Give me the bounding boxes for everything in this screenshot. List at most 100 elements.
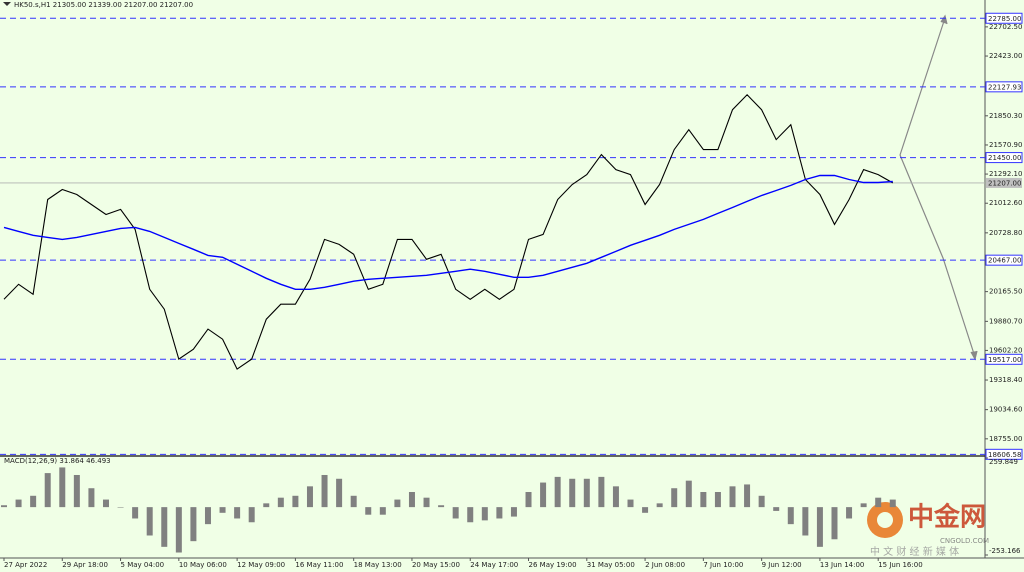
level-label-box (985, 254, 1023, 266)
x-tick-label: 12 May 09:00 (237, 561, 285, 569)
macd-bar (816, 507, 823, 547)
y-tick-label: 21292.10 (989, 170, 1022, 178)
macd-bar (394, 499, 401, 508)
y-tick-label: 22423.00 (989, 52, 1022, 60)
macd-bar (554, 476, 561, 508)
macd-bar (263, 503, 270, 508)
watermark-site: CNGOLD.COM (940, 537, 989, 545)
level-label: 21450.00 (988, 154, 1021, 162)
macd-bar (321, 474, 328, 508)
macd-bar (408, 492, 415, 508)
x-tick-label: 5 May 04:00 (121, 561, 165, 569)
macd-bar (350, 495, 357, 508)
macd-bar (423, 497, 430, 508)
macd-bar (132, 507, 139, 519)
x-tick-label: 13 Jun 14:00 (820, 561, 864, 569)
macd-bar (44, 473, 51, 508)
x-tick-label: 16 May 11:00 (295, 561, 343, 569)
macd-bar (248, 507, 255, 523)
macd-bar (802, 507, 809, 536)
macd-bar (700, 492, 707, 508)
macd-bar (496, 507, 503, 519)
x-tick-label: 10 May 06:00 (179, 561, 227, 569)
macd-bar (15, 499, 22, 508)
x-tick-label: 27 Apr 2022 (4, 561, 47, 569)
watermark: 中金网 CNGOLD.COM 中 文 财 经 新 媒 体 (867, 502, 989, 558)
macd-bar (831, 507, 838, 540)
y-tick-label: 21570.90 (989, 141, 1022, 149)
x-tick-label: 2 Jun 08:00 (645, 561, 685, 569)
current-price-label: 21207.00 (988, 179, 1021, 187)
macd-bar (714, 492, 721, 508)
macd-bar (204, 507, 211, 525)
macd-bar (875, 497, 882, 508)
y-tick-label: 259.849 (989, 458, 1018, 466)
menu-arrow[interactable] (3, 2, 11, 6)
macd-bar (277, 497, 284, 508)
macd-bar (583, 478, 590, 508)
macd-bar (306, 486, 313, 508)
x-tick-label: 18 May 13:00 (354, 561, 402, 569)
x-tick-label: 29 Apr 18:00 (62, 561, 108, 569)
current-price-box (986, 177, 1022, 188)
macd-title: MACD(12,26,9) 31.864 46.493 (4, 457, 111, 465)
macd-bar (685, 480, 692, 508)
macd-bar (1, 505, 7, 508)
x-tick-label: 26 May 19:00 (529, 561, 577, 569)
macd-bar (161, 507, 168, 547)
macd-bar (102, 499, 109, 508)
macd-bar (627, 499, 634, 508)
macd-bar (30, 495, 37, 508)
macd-bar (234, 507, 241, 519)
macd-bar (525, 492, 532, 508)
macd-bar (540, 482, 547, 508)
macd-bar (758, 495, 765, 508)
x-tick-label: 20 May 15:00 (412, 561, 460, 569)
chart-title: HK50.s,H1 21305.00 21339.00 21207.00 212… (14, 1, 193, 9)
level-label-box (985, 353, 1023, 365)
macd-bar (787, 507, 794, 525)
level-label: 18606.58 (988, 451, 1021, 459)
x-tick-label: 15 Jun 16:00 (878, 561, 922, 569)
macd-bar (510, 507, 517, 517)
level-label-box (985, 12, 1023, 24)
macd-bar (598, 476, 605, 508)
level-label: 22785.00 (988, 15, 1021, 23)
macd-bar (146, 507, 153, 536)
level-label-box (985, 448, 1023, 460)
macd-bar (642, 507, 649, 513)
macd-bar (88, 488, 95, 508)
macd-bar (773, 507, 780, 511)
macd-bar (175, 507, 182, 553)
macd-bar (481, 507, 488, 521)
level-label: 20467.00 (988, 257, 1021, 265)
macd-bar (365, 507, 372, 515)
macd-bar (846, 507, 853, 519)
macd-bar (59, 467, 66, 508)
y-tick-label: -253.166 (989, 547, 1021, 555)
watermark-slogan: 中 文 财 经 新 媒 体 (870, 545, 959, 558)
macd-bar (336, 478, 343, 508)
x-tick-label: 24 May 17:00 (470, 561, 518, 569)
macd-bar (671, 488, 678, 508)
macd-bar (889, 499, 896, 508)
y-tick-label: 21012.60 (989, 199, 1022, 207)
level-label-box (985, 152, 1023, 164)
level-label: 22127.93 (988, 83, 1021, 91)
macd-bar (73, 474, 80, 508)
macd-bar (219, 507, 226, 513)
macd-bar (656, 503, 663, 508)
y-tick-label: 19880.70 (989, 317, 1022, 325)
macd-bar (379, 507, 386, 515)
x-tick-label: 9 Jun 12:00 (762, 561, 802, 569)
level-label-box (985, 81, 1023, 93)
y-tick-label: 18755.00 (989, 435, 1022, 443)
y-tick-label: 20728.80 (989, 229, 1022, 237)
macd-bar (438, 505, 445, 508)
macd-bar (729, 486, 736, 508)
macd-bar (467, 507, 474, 523)
macd-bar (452, 507, 459, 519)
macd-bar (744, 484, 751, 508)
